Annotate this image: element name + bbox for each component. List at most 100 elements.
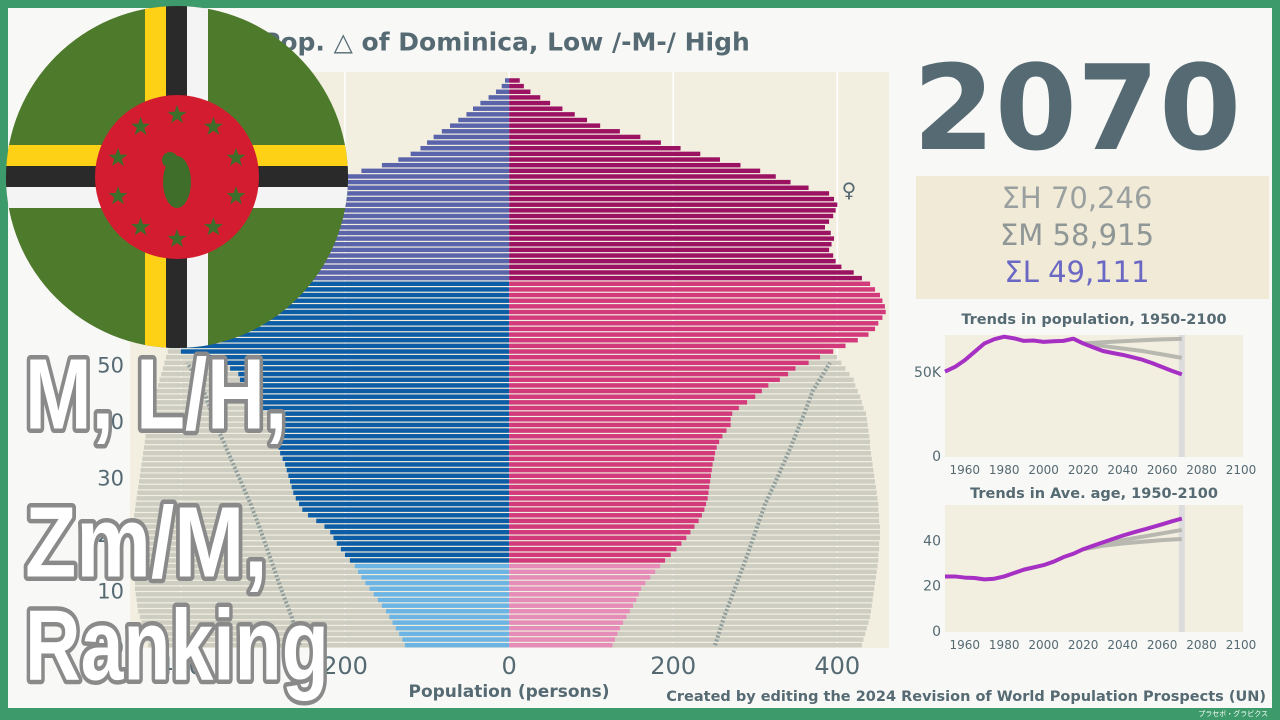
bar bbox=[354, 563, 510, 569]
bar bbox=[230, 196, 510, 202]
bar bbox=[509, 473, 711, 478]
x-tick-label: 200 bbox=[650, 652, 696, 680]
bar bbox=[509, 366, 796, 371]
bar bbox=[395, 626, 510, 631]
bar bbox=[509, 620, 624, 625]
current-year-marker bbox=[1178, 505, 1185, 632]
bar bbox=[509, 129, 620, 134]
bar bbox=[509, 558, 879, 563]
bar bbox=[509, 439, 720, 445]
bar bbox=[275, 422, 510, 428]
plot-area bbox=[945, 335, 1243, 457]
bar bbox=[509, 343, 846, 349]
bar bbox=[139, 614, 510, 620]
x-tick-label: 1980 bbox=[989, 638, 1020, 652]
bar bbox=[509, 535, 880, 541]
bar bbox=[509, 157, 720, 162]
bar bbox=[509, 530, 880, 535]
bar bbox=[509, 609, 871, 614]
bar bbox=[248, 388, 510, 394]
bar bbox=[389, 614, 510, 620]
bar bbox=[308, 513, 510, 518]
bar bbox=[509, 450, 716, 456]
bar bbox=[377, 597, 510, 603]
bar bbox=[509, 558, 665, 563]
y-tick-label: 40 bbox=[97, 410, 124, 434]
total-label: ΣH bbox=[1002, 181, 1042, 215]
bar bbox=[509, 462, 713, 467]
totals-box bbox=[916, 176, 1269, 299]
bar bbox=[138, 609, 510, 614]
bar bbox=[148, 309, 510, 315]
x-tick-label: 1960 bbox=[949, 638, 980, 652]
bar bbox=[509, 377, 780, 382]
bar bbox=[267, 411, 510, 416]
bar bbox=[509, 117, 588, 123]
bar bbox=[509, 642, 613, 648]
bar bbox=[203, 213, 510, 219]
bar bbox=[288, 473, 510, 478]
bar bbox=[509, 642, 862, 648]
x-tick-label: 2020 bbox=[1068, 463, 1099, 477]
bar bbox=[141, 620, 510, 625]
bar bbox=[149, 321, 510, 326]
bar bbox=[509, 304, 885, 309]
bar bbox=[488, 95, 510, 100]
bar bbox=[509, 411, 733, 416]
bar bbox=[509, 258, 836, 264]
x-tick-label: 2040 bbox=[1107, 638, 1138, 652]
bar bbox=[402, 637, 510, 642]
bar bbox=[509, 422, 731, 428]
bar bbox=[509, 417, 731, 422]
bar bbox=[291, 484, 510, 490]
bar bbox=[420, 146, 510, 151]
x-tick-label: 2060 bbox=[1147, 638, 1178, 652]
bar bbox=[152, 326, 510, 332]
bar bbox=[197, 225, 510, 230]
total: ΣM 58,915 bbox=[1000, 218, 1154, 252]
x-tick-label: 2020 bbox=[1068, 638, 1099, 652]
bar bbox=[472, 106, 510, 111]
x-tick-label: 400 bbox=[814, 652, 860, 680]
bar bbox=[433, 134, 510, 140]
bar bbox=[427, 140, 510, 145]
bar bbox=[509, 174, 776, 179]
bar bbox=[509, 298, 883, 303]
bar bbox=[509, 552, 879, 558]
bar bbox=[276, 434, 510, 439]
bar bbox=[509, 631, 866, 637]
bar bbox=[410, 151, 510, 157]
bar bbox=[509, 321, 879, 326]
bar bbox=[509, 541, 880, 546]
trend-line bbox=[944, 334, 1183, 377]
bar bbox=[369, 586, 510, 591]
bar bbox=[509, 247, 830, 253]
bar bbox=[509, 513, 702, 518]
bar bbox=[195, 253, 510, 258]
bar bbox=[137, 603, 510, 608]
x-axis-title: Population (persons) bbox=[408, 682, 609, 702]
bar bbox=[509, 264, 842, 270]
x-tick-label: 200 bbox=[322, 652, 368, 680]
bar bbox=[509, 501, 707, 507]
bar bbox=[160, 287, 510, 292]
bar bbox=[509, 400, 748, 405]
bar bbox=[349, 558, 510, 563]
y-tick-label: 50K bbox=[914, 365, 942, 381]
bar bbox=[509, 586, 642, 591]
chart-title: Pop. △ of Dominica, Low /-M-/ High bbox=[262, 28, 750, 57]
bar bbox=[197, 354, 510, 360]
bar bbox=[509, 292, 880, 298]
bar bbox=[509, 580, 876, 586]
bar bbox=[495, 89, 510, 94]
bar bbox=[180, 349, 510, 354]
x-tick-label: 2100 bbox=[1226, 638, 1257, 652]
bar bbox=[509, 315, 883, 320]
bar bbox=[198, 219, 510, 224]
bar bbox=[134, 575, 510, 580]
chart-title: Trends in population, 1950-2100 bbox=[961, 312, 1226, 328]
age-trend-chart: 1960 1980 2000 2020 2040 2060 2080 210002040Tre… bbox=[923, 486, 1256, 652]
bar bbox=[509, 383, 769, 388]
bar bbox=[509, 134, 641, 140]
bar bbox=[509, 541, 682, 546]
